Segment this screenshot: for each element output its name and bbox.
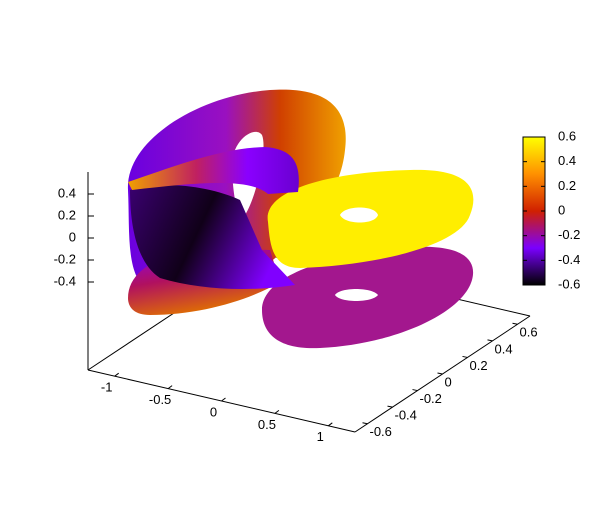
y-tick-label: -0.6 [370, 424, 392, 439]
y-tick [412, 389, 418, 392]
y-tick-label: 0.4 [495, 341, 513, 356]
z-tick-label: 0 [69, 229, 76, 244]
colorbar-tick-label: -0.6 [558, 276, 580, 291]
surface-dark-band [130, 185, 295, 290]
y-tick-label: 0.2 [470, 358, 488, 373]
y-tick [487, 339, 493, 342]
z-tick-label: 0.2 [58, 207, 76, 222]
surface-purple-ring [262, 246, 474, 349]
x-tick [221, 397, 226, 402]
x-tick-label: 0.5 [258, 417, 276, 432]
surface-twisted-strip [128, 147, 299, 194]
colorbar-tick-label: 0.6 [558, 128, 576, 143]
x-tick-label: -1 [101, 380, 113, 395]
x-tick-label: 0 [210, 404, 217, 419]
y-tick [437, 372, 443, 375]
y-tick-label: -0.2 [420, 391, 442, 406]
colorbar-tick-label: -0.4 [558, 252, 580, 267]
x-tick [167, 385, 173, 390]
x-tick-label: -0.5 [149, 392, 171, 407]
x-tick [274, 409, 280, 414]
y-tick-label: -0.4 [395, 408, 417, 423]
y-tick [362, 422, 368, 425]
z-tick-label: 0.4 [58, 185, 76, 200]
y-tick-label: 0.6 [520, 325, 538, 340]
surface-yellow-ring [267, 169, 474, 268]
surfaces [127, 89, 474, 349]
x-tick-label: 1 [317, 429, 324, 444]
y-tick [462, 355, 468, 358]
colorbar-tick-label: -0.2 [558, 227, 580, 242]
y-tick [387, 405, 393, 408]
colorbar-tick-label: 0.4 [558, 153, 576, 168]
colorbar-tick-label: 0.2 [558, 178, 576, 193]
y-tick [512, 322, 518, 325]
x-tick [114, 372, 119, 377]
z-tick-label: -0.4 [54, 273, 76, 288]
x-tick [327, 422, 333, 427]
z-tick-label: -0.2 [54, 251, 76, 266]
colorbar-tick-label: 0 [558, 202, 565, 217]
y-tick-label: 0 [445, 374, 452, 389]
